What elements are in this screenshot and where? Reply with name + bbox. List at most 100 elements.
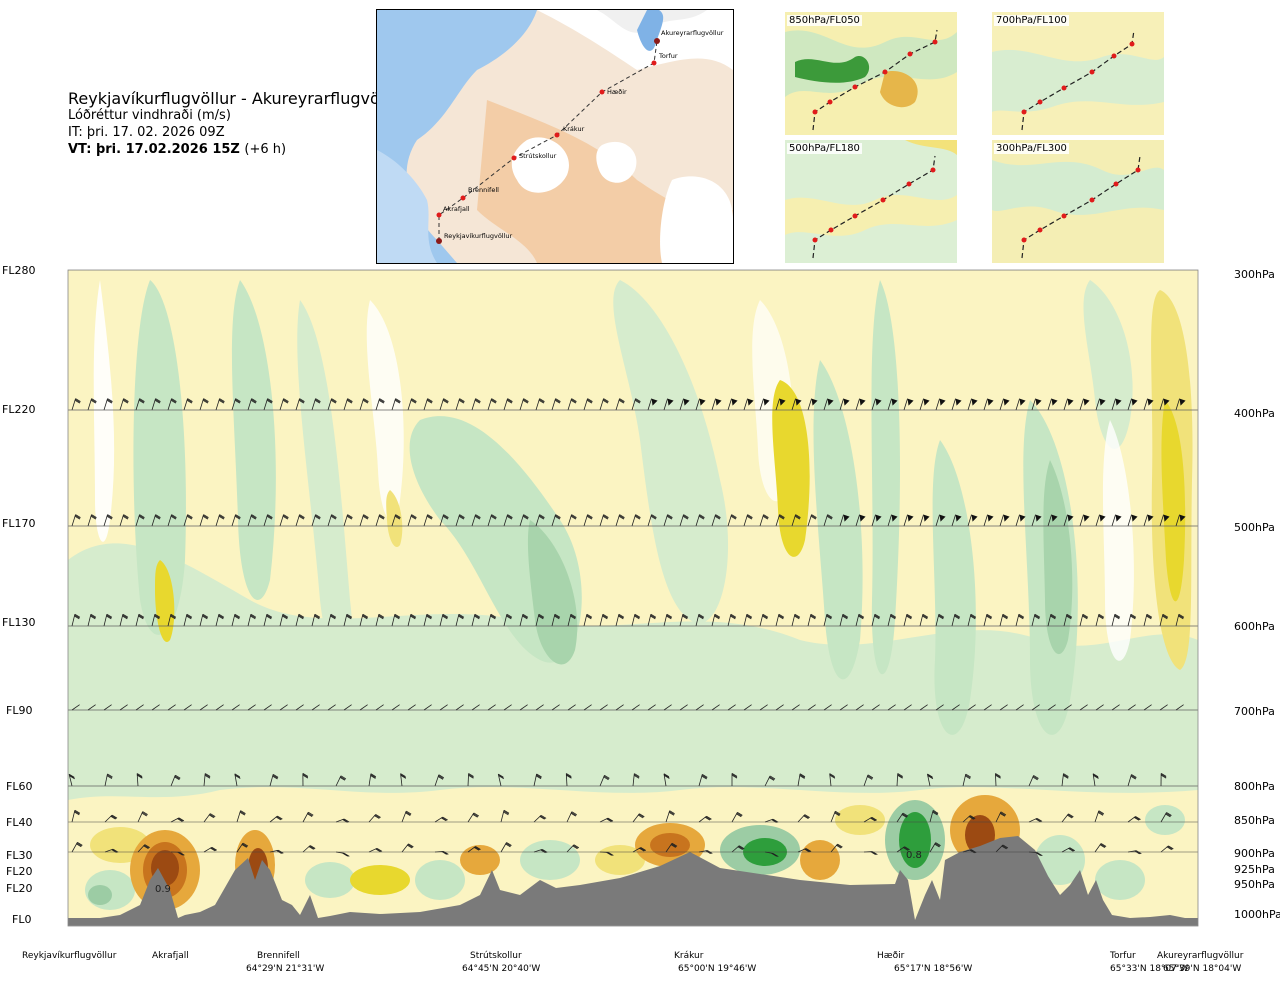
wind-barb <box>302 845 316 853</box>
station-name-3: Strútskollur <box>470 951 522 961</box>
wind-barb <box>247 704 256 711</box>
wind-barb <box>1127 613 1137 627</box>
wind-barb <box>232 270 233 271</box>
wind-barb <box>519 514 529 527</box>
wind-barb <box>439 704 448 711</box>
wind-barb <box>215 613 225 627</box>
wind-barb <box>1094 810 1105 823</box>
wind-barb <box>648 270 649 271</box>
wind-barb <box>967 613 977 627</box>
wind-barb <box>503 514 513 527</box>
inset-850-graphic <box>785 12 957 135</box>
wind-barb <box>583 398 593 411</box>
wind-barb <box>551 514 561 527</box>
wind-barb <box>1127 398 1138 411</box>
wind-barbs <box>68 270 1198 857</box>
wind-barb <box>664 270 665 271</box>
wind-barb <box>1047 704 1056 711</box>
wind-barb <box>679 704 688 711</box>
wind-barb <box>927 773 934 787</box>
wind-barb <box>791 613 801 627</box>
wind-barb <box>920 270 921 271</box>
wind-barb <box>1143 514 1154 527</box>
wind-barb <box>375 613 385 627</box>
wind-barb <box>1095 613 1105 627</box>
wind-barb <box>1159 398 1170 411</box>
wind-barb <box>632 813 645 823</box>
wind-barb <box>455 613 465 627</box>
wind-barb <box>615 613 625 627</box>
wind-barb <box>455 398 465 411</box>
hpa-label-7: 900hPa <box>1234 847 1275 860</box>
wind-barb <box>423 704 432 711</box>
wind-barb <box>87 704 96 711</box>
wind-barb <box>408 270 409 271</box>
wind-barb <box>887 398 898 411</box>
wind-barb <box>863 774 874 787</box>
hpa-label-5: 800hPa <box>1234 780 1275 793</box>
wind-barb <box>151 704 160 711</box>
wind-barb <box>424 270 425 271</box>
wind-barb <box>929 842 941 853</box>
wind-barb <box>775 704 784 711</box>
wind-barb <box>995 844 1009 853</box>
wind-barb <box>1095 704 1104 711</box>
wind-barb <box>823 704 832 711</box>
wind-barb <box>935 398 946 411</box>
wind-barb <box>136 270 137 271</box>
wind-barb <box>407 704 416 711</box>
wind-barb <box>87 613 97 627</box>
wind-barb <box>104 814 118 823</box>
wind-barb <box>903 514 914 527</box>
inset-300[interactable]: 300hPa/FL300 <box>992 140 1164 263</box>
wind-barb <box>200 270 201 271</box>
wind-barb <box>567 514 577 527</box>
map-label-strutskollur: Strútskollur <box>519 152 557 160</box>
wind-barb <box>434 816 448 823</box>
wind-barb <box>995 811 1007 823</box>
wind-barb <box>632 847 647 853</box>
wind-barb <box>1095 514 1106 527</box>
wind-barb <box>368 814 381 823</box>
wind-barb <box>520 270 521 271</box>
wind-barb <box>344 270 345 271</box>
fl-label-1: FL220 <box>2 403 36 416</box>
wind-barb <box>471 613 481 627</box>
wind-barb <box>533 773 542 787</box>
wind-barb <box>1079 613 1089 627</box>
wind-barb <box>983 514 994 527</box>
wind-barb <box>1159 704 1168 711</box>
wind-barb <box>1160 270 1161 271</box>
inset-500[interactable]: 500hPa/FL180 <box>785 140 957 263</box>
wind-barb <box>279 704 288 711</box>
inset-700[interactable]: 700hPa/FL100 <box>992 12 1164 135</box>
station-name-5: Hæðir <box>877 951 905 961</box>
station-coord-4: 65°00'N 19°46'W <box>678 964 757 974</box>
wind-barb <box>1175 613 1185 627</box>
wind-barb <box>615 514 625 527</box>
wind-barb <box>565 773 572 787</box>
wind-barb <box>1063 613 1073 627</box>
wind-barb <box>711 514 721 527</box>
wind-barb <box>71 704 80 711</box>
wind-barb <box>1111 398 1122 411</box>
wind-barb <box>951 398 962 411</box>
wind-barb <box>104 773 113 787</box>
wind-barb <box>665 842 678 853</box>
wind-barb <box>423 398 433 411</box>
wind-barb <box>311 398 321 411</box>
wind-barb <box>1127 514 1138 527</box>
wind-barb <box>983 704 992 711</box>
wind-barb <box>375 514 385 527</box>
wind-barb <box>280 270 281 271</box>
wind-barb <box>359 514 369 527</box>
wind-barb <box>888 270 889 271</box>
wind-barb <box>599 817 614 823</box>
wind-barb <box>167 514 177 527</box>
map-label-haedir: Hæðir <box>607 88 627 96</box>
inset-700-label: 700hPa/FL100 <box>994 15 1069 26</box>
wind-barb <box>919 704 928 711</box>
wind-barb <box>583 704 592 711</box>
inset-850[interactable]: 850hPa/FL050 <box>785 12 957 135</box>
wind-barb <box>647 398 658 411</box>
